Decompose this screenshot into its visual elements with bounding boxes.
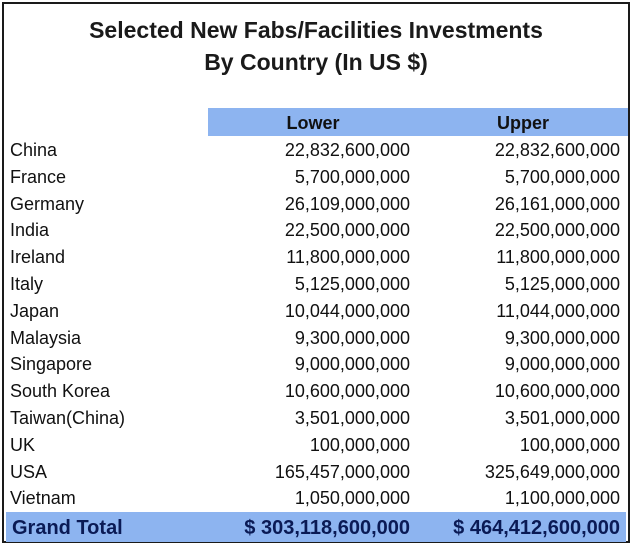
table-row: China 22,832,600,000 22,832,600,000 bbox=[4, 137, 628, 164]
grand-total-label: Grand Total bbox=[12, 517, 123, 539]
upper-value-cell: 11,800,000,000 bbox=[496, 247, 620, 268]
country-cell: Malaysia bbox=[10, 327, 82, 348]
country-cell: Ireland bbox=[10, 247, 66, 268]
upper-value-cell: 1,100,000,000 bbox=[504, 488, 620, 509]
country-cell: Japan bbox=[10, 300, 60, 321]
lower-value-cell: 100,000,000 bbox=[309, 434, 410, 455]
country-cell: USA bbox=[10, 461, 48, 482]
column-header-bar bbox=[208, 108, 628, 136]
country-cell: Taiwan(China) bbox=[10, 407, 126, 428]
lower-value-cell: 3,501,000,000 bbox=[294, 407, 410, 428]
lower-value-cell: 9,300,000,000 bbox=[294, 327, 410, 348]
table-row: USA 165,457,000,000 325,649,000,000 bbox=[4, 459, 628, 486]
country-cell: Italy bbox=[10, 273, 44, 294]
country-cell: China bbox=[10, 140, 58, 160]
table-row: Taiwan(China) 3,501,000,000 3,501,000,00… bbox=[4, 405, 628, 432]
table-row: Malaysia 9,300,000,000 9,300,000,000 bbox=[4, 325, 628, 352]
grand-total-lower: $ 303,118,600,000 bbox=[244, 517, 410, 539]
table-row: UK 100,000,000 100,000,000 bbox=[4, 432, 628, 459]
table-row: Vietnam 1,050,000,000 1,100,000,000 bbox=[4, 485, 628, 512]
title-line-1: Selected New Fabs/Facilities Investments bbox=[89, 17, 543, 43]
country-cell: France bbox=[10, 166, 67, 187]
table-row: Ireland 11,800,000,000 11,800,000,000 bbox=[4, 244, 628, 271]
grand-total-bar bbox=[6, 512, 626, 542]
table-body: China 22,832,600,000 22,832,600,000 Fran… bbox=[4, 137, 628, 512]
grand-total-upper: $ 464,412,600,000 bbox=[453, 517, 620, 539]
table-row: Singapore 9,000,000,000 9,000,000,000 bbox=[4, 351, 628, 378]
table-row: France 5,700,000,000 5,700,000,000 bbox=[4, 164, 628, 191]
country-cell: India bbox=[10, 220, 50, 241]
lower-value-cell: 22,500,000,000 bbox=[284, 220, 410, 241]
table-title: Selected New Fabs/Facilities Investments… bbox=[4, 14, 628, 78]
upper-value-cell: 22,500,000,000 bbox=[494, 220, 620, 241]
country-cell: South Korea bbox=[10, 381, 111, 402]
column-header-upper: Upper bbox=[496, 113, 549, 133]
table-row: South Korea 10,600,000,000 10,600,000,00… bbox=[4, 378, 628, 405]
country-cell: Germany bbox=[10, 193, 85, 214]
lower-value-cell: 1,050,000,000 bbox=[294, 488, 410, 509]
lower-value-cell: 5,700,000,000 bbox=[294, 166, 410, 187]
lower-value-cell: 11,800,000,000 bbox=[286, 247, 410, 268]
table-row: India 22,500,000,000 22,500,000,000 bbox=[4, 217, 628, 244]
upper-value-cell: 5,700,000,000 bbox=[504, 166, 620, 187]
upper-value-cell: 100,000,000 bbox=[519, 434, 620, 455]
upper-value-cell: 10,600,000,000 bbox=[494, 381, 620, 402]
upper-value-cell: 325,649,000,000 bbox=[484, 461, 620, 482]
lower-value-cell: 10,600,000,000 bbox=[284, 381, 410, 402]
upper-value-cell: 9,000,000,000 bbox=[504, 354, 620, 375]
upper-value-cell: 5,125,000,000 bbox=[504, 273, 620, 294]
column-header-lower: Lower bbox=[286, 113, 340, 133]
table-row: Italy 5,125,000,000 5,125,000,000 bbox=[4, 271, 628, 298]
country-cell: UK bbox=[10, 434, 36, 455]
upper-value-cell: 22,832,600,000 bbox=[494, 140, 620, 160]
lower-value-cell: 165,457,000,000 bbox=[274, 461, 410, 482]
upper-value-cell: 9,300,000,000 bbox=[504, 327, 620, 348]
lower-value-cell: 22,832,600,000 bbox=[284, 140, 410, 160]
upper-value-cell: 26,161,000,000 bbox=[494, 193, 620, 214]
table-frame: Selected New Fabs/Facilities Investments… bbox=[2, 2, 630, 543]
table-row: Japan 10,044,000,000 11,044,000,000 bbox=[4, 298, 628, 325]
upper-value-cell: 11,044,000,000 bbox=[496, 300, 620, 321]
lower-value-cell: 10,044,000,000 bbox=[284, 300, 410, 321]
lower-value-cell: 26,109,000,000 bbox=[284, 193, 410, 214]
upper-value-cell: 3,501,000,000 bbox=[504, 407, 620, 428]
title-line-2: By Country (In US $) bbox=[204, 49, 428, 75]
lower-value-cell: 9,000,000,000 bbox=[294, 354, 410, 375]
lower-value-cell: 5,125,000,000 bbox=[294, 273, 410, 294]
country-cell: Singapore bbox=[10, 354, 93, 375]
country-cell: Vietnam bbox=[10, 488, 76, 509]
table-row: Germany 26,109,000,000 26,161,000,000 bbox=[4, 191, 628, 218]
